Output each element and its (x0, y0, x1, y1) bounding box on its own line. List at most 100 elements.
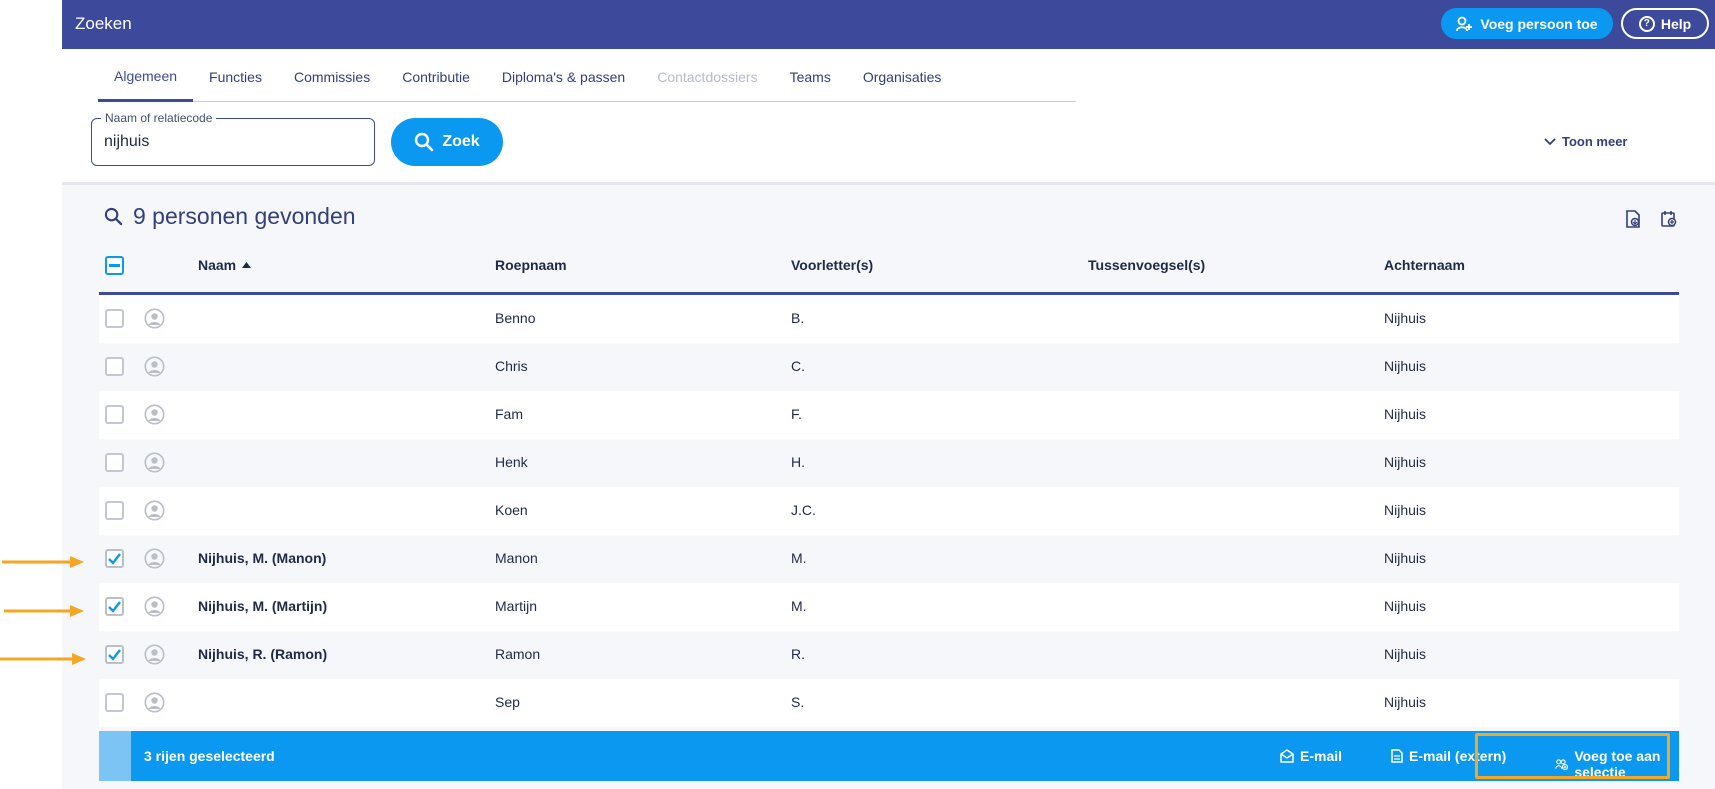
tab-commissies[interactable]: Commissies (278, 52, 386, 102)
table-row[interactable]: Nijhuis, M. (Manon) Manon M. Nijhuis (99, 535, 1679, 583)
cell-achternaam: Nijhuis (1384, 646, 1427, 662)
cell-voorletters: F. (791, 406, 802, 422)
cell-roepnaam: Manon (495, 550, 538, 566)
table-row[interactable]: Nijhuis, M. (Martijn) Martijn M. Nijhuis (99, 583, 1679, 631)
add-person-label: Voeg persoon toe (1480, 15, 1598, 32)
email-extern-button[interactable]: E-mail (extern) (1391, 748, 1506, 764)
toon-meer-button[interactable]: Toon meer (1544, 134, 1628, 149)
row-checkbox[interactable] (105, 309, 124, 328)
row-checkbox[interactable] (105, 597, 124, 616)
annotation-arrow-icon (2, 556, 84, 568)
select-all-checkbox[interactable] (105, 256, 124, 275)
tab-label: Commissies (293, 69, 371, 85)
table-row[interactable]: Benno B. Nijhuis (99, 295, 1679, 343)
annotation-arrow-icon (0, 653, 86, 665)
tab-label: Functies (209, 69, 262, 85)
email-button[interactable]: E-mail (1280, 748, 1342, 764)
avatar-icon (144, 452, 165, 473)
tab-algemeen[interactable]: Algemeen (98, 52, 194, 102)
results-heading: 9 personen gevonden (104, 203, 356, 230)
tab-label: Algemeen (114, 67, 178, 84)
annotation-highlight-box (1475, 733, 1670, 779)
cell-naam[interactable]: Nijhuis, M. (Manon) (198, 550, 327, 566)
page-title: Zoeken (75, 14, 132, 33)
search-icon (415, 132, 434, 152)
table-row[interactable]: Nijhuis, R. (Ramon) Ramon R. Nijhuis (99, 631, 1679, 679)
results-count: 9 personen gevonden (133, 203, 356, 229)
row-checkbox[interactable] (105, 357, 124, 376)
avatar-icon (144, 404, 165, 425)
checkmark-icon (108, 553, 121, 565)
row-checkbox[interactable] (105, 693, 124, 712)
table-row[interactable]: Chris C. Nijhuis (99, 343, 1679, 391)
tab-label: Contactdossiers (657, 69, 758, 85)
row-checkbox[interactable] (105, 405, 124, 424)
add-person-button[interactable]: Voeg persoon toe (1441, 8, 1613, 39)
action-bar-strip (99, 731, 131, 781)
cell-roepnaam: Henk (495, 454, 528, 470)
column-header-voorletters[interactable]: Voorletter(s) (791, 257, 874, 273)
cell-naam[interactable]: Nijhuis, R. (Ramon) (198, 646, 328, 662)
help-button[interactable]: ? Help (1621, 8, 1709, 39)
email-extern-label: E-mail (extern) (1409, 748, 1507, 764)
row-checkbox[interactable] (105, 645, 124, 664)
table-body: Benno B. Nijhuis Chris C. Nijhuis Fam F. Nijhuis… (99, 295, 1679, 727)
checkmark-icon (108, 649, 121, 661)
cell-roepnaam: Fam (495, 406, 523, 422)
cell-achternaam: Nijhuis (1384, 406, 1427, 422)
email-label: E-mail (1300, 748, 1343, 764)
tab-teams[interactable]: Teams (774, 52, 847, 102)
export-file-icon[interactable] (1624, 210, 1642, 228)
search-button[interactable]: Zoek (391, 118, 503, 166)
document-icon (1391, 749, 1403, 763)
search-input[interactable] (104, 133, 354, 151)
cell-achternaam: Nijhuis (1384, 598, 1427, 614)
sort-ascending-icon (242, 262, 252, 268)
selection-action-bar: 3 rijen geselecteerd E-mail E-mail (exte… (99, 731, 1679, 781)
cell-achternaam: Nijhuis (1384, 502, 1427, 518)
cell-voorletters: M. (791, 550, 807, 566)
top-bar: Zoeken Voeg persoon toe ? Help (62, 0, 1715, 49)
tab-bar: Algemeen Functies Commissies Contributie… (98, 52, 1076, 102)
table-row[interactable]: Sep S. Nijhuis (99, 679, 1679, 727)
row-checkbox[interactable] (105, 453, 124, 472)
column-header-naam[interactable]: Naam (198, 257, 252, 273)
add-person-icon (1456, 16, 1473, 31)
table-row[interactable]: Henk H. Nijhuis (99, 439, 1679, 487)
row-checkbox[interactable] (105, 549, 124, 568)
cell-achternaam: Nijhuis (1384, 310, 1427, 326)
column-header-achternaam[interactable]: Achternaam (1384, 257, 1465, 273)
search-field-label: Naam of relatiecode (101, 111, 217, 125)
tab-diplomas-passen[interactable]: Diploma's & passen (486, 52, 641, 102)
app-window: Zoeken Voeg persoon toe ? Help Algemeen … (62, 0, 1715, 789)
avatar-icon (144, 548, 165, 569)
table-row[interactable]: Fam F. Nijhuis (99, 391, 1679, 439)
table-header-underline (99, 292, 1679, 295)
tab-contributie[interactable]: Contributie (386, 52, 486, 102)
search-button-label: Zoek (442, 133, 480, 150)
column-header-label: Naam (198, 257, 237, 273)
column-header-roepnaam[interactable]: Roepnaam (495, 257, 567, 273)
tab-functies[interactable]: Functies (193, 52, 278, 102)
add-to-list-icon[interactable] (1660, 210, 1678, 228)
avatar-icon (144, 596, 165, 617)
cell-naam[interactable]: Nijhuis, M. (Martijn) (198, 598, 328, 614)
cell-voorletters: J.C. (791, 502, 816, 518)
avatar-icon (144, 644, 165, 665)
section-divider (62, 182, 1715, 185)
cell-roepnaam: Sep (495, 694, 520, 710)
cell-voorletters: B. (791, 310, 805, 326)
avatar-icon (144, 500, 165, 521)
table-row[interactable]: Koen J.C. Nijhuis (99, 487, 1679, 535)
cell-roepnaam: Ramon (495, 646, 541, 662)
tab-organisaties[interactable]: Organisaties (847, 52, 958, 102)
checkmark-icon (108, 601, 121, 613)
search-field: Naam of relatiecode (91, 111, 375, 166)
column-header-tussenvoegsel[interactable]: Tussenvoegsel(s) (1088, 257, 1206, 273)
tab-label: Teams (789, 69, 831, 85)
annotation-arrow-icon (4, 605, 84, 617)
tab-label: Diploma's & passen (501, 69, 626, 85)
email-icon (1280, 749, 1294, 763)
tab-label: Contributie (402, 69, 470, 85)
row-checkbox[interactable] (105, 501, 124, 520)
